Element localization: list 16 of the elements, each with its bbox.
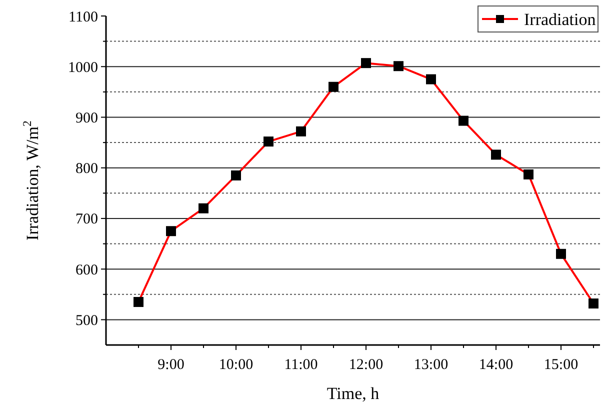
x-tick-label: 13:00 xyxy=(414,357,448,373)
y-tick-label: 700 xyxy=(76,212,98,228)
x-axis-title: Time, h xyxy=(326,384,380,403)
x-tick-label: 15:00 xyxy=(544,357,578,373)
y-tick-label: 1100 xyxy=(68,9,98,26)
x-tick-label: 10:00 xyxy=(218,357,254,373)
x-tick-label: 14:00 xyxy=(478,357,514,373)
x-tick-label: 9:00 xyxy=(158,357,184,373)
y-tick-label: 800 xyxy=(76,161,98,178)
x-tick-label: 12:00 xyxy=(348,357,384,373)
x-tick-label: 11:00 xyxy=(284,357,318,373)
y-tick-label: 900 xyxy=(76,110,98,126)
y-tick-label: 500 xyxy=(76,312,98,329)
y-tick-label: 600 xyxy=(76,262,98,278)
y-tick-label: 1000 xyxy=(68,60,98,76)
legend-label: Irradiation xyxy=(524,10,596,29)
